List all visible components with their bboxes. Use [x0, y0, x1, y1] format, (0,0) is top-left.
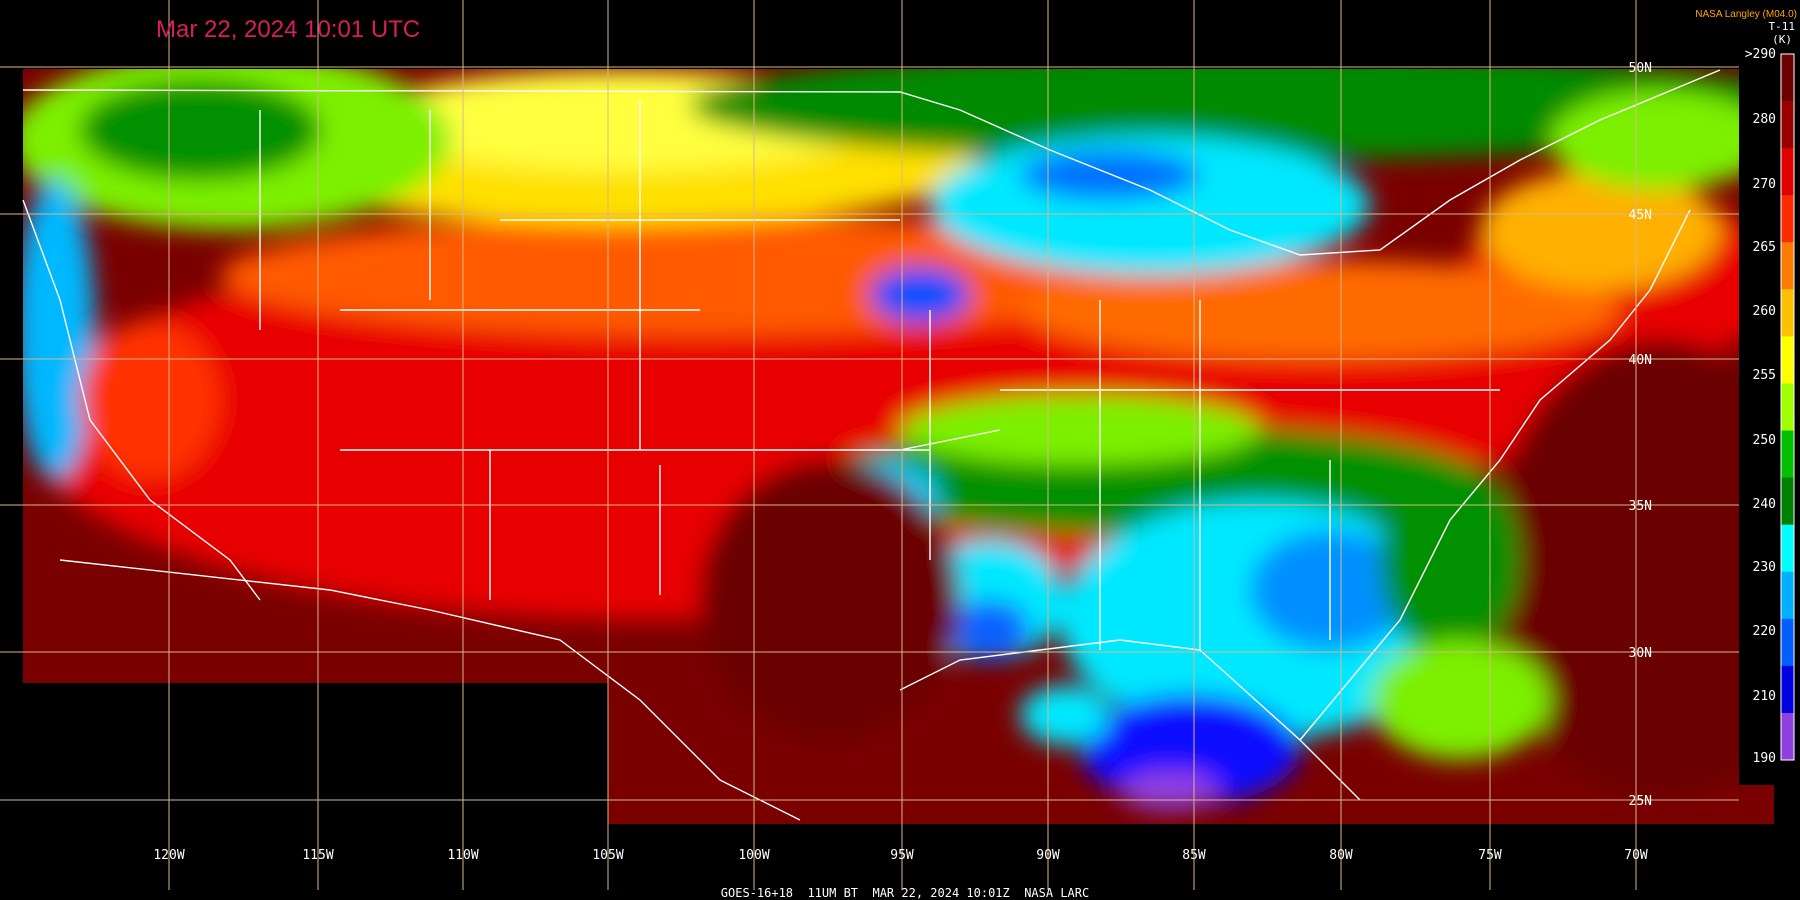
colorbar-label: 270 [1753, 177, 1776, 192]
colorbar-swatch [1781, 477, 1794, 526]
latitude-label: 45N [1629, 208, 1652, 223]
colorbar-label: 260 [1753, 304, 1776, 319]
latitude-label: 25N [1629, 794, 1652, 809]
colorbar-swatch [1781, 524, 1794, 573]
longitude-label: 115W [302, 848, 333, 863]
colorbar-label: 240 [1753, 497, 1776, 512]
colorbar-label: 280 [1753, 112, 1776, 127]
colorbar-swatch [1781, 336, 1794, 384]
product: T-11 [1769, 20, 1796, 33]
colorbar-swatch [1781, 430, 1794, 479]
colorbar-frame [1780, 53, 1795, 761]
longitude-label: 95W [890, 848, 914, 863]
longitude-label: 80W [1329, 848, 1353, 863]
colorbar-swatch [1781, 242, 1794, 290]
colorbar-label: 210 [1753, 689, 1776, 704]
colorbar-label: 250 [1753, 433, 1776, 448]
colorbar-swatch [1781, 383, 1794, 432]
colorbar-swatch [1781, 54, 1794, 102]
colorbar-swatch [1781, 712, 1794, 761]
longitude-label: 120W [153, 848, 184, 863]
graticule: 120W 115W 110W 105W 100W 95W 90W 85W 80W 75W 70W 50… [0, 0, 1739, 890]
colorbar-swatch [1781, 101, 1794, 149]
borders [22, 69, 1721, 821]
longitude-label: 90W [1036, 848, 1060, 863]
longitude-label: 105W [592, 848, 623, 863]
colorbar-swatch [1781, 618, 1794, 667]
colorbar-swatch [1781, 195, 1794, 243]
title: Mar 22, 2024 10:01 UTC [156, 16, 420, 43]
footer: GOES-16+18 11UM BT MAR 22, 2024 10:01Z N… [721, 886, 1089, 900]
latitude-label: 50N [1629, 61, 1652, 76]
latitude-label: 35N [1629, 499, 1652, 514]
longitude-label: 85W [1182, 848, 1206, 863]
latitude-label: 30N [1629, 646, 1652, 661]
colorbar-label: 230 [1753, 560, 1776, 575]
credit: NASA Langley (M04.0) [1695, 9, 1797, 20]
colorbar-swatch [1781, 289, 1794, 337]
colorbar-swatch [1781, 148, 1794, 196]
latitude-label: 40N [1629, 353, 1652, 368]
longitude-label: 75W [1478, 848, 1502, 863]
longitude-label: 110W [447, 848, 478, 863]
colorbar-swatch [1781, 571, 1794, 620]
colorbar-label: 190 [1753, 751, 1776, 766]
colorbar-swatch [1781, 665, 1794, 714]
colorbar-label: 255 [1753, 368, 1776, 383]
colorbar-label: >290 [1745, 47, 1776, 62]
colorbar-label: 265 [1753, 240, 1776, 255]
colorbar: >290 280 270 265 260 255 250 240 230 220 210 190 [1745, 47, 1795, 766]
longitude-label: 70W [1624, 848, 1648, 863]
colorbar-label: 220 [1753, 624, 1776, 639]
longitude-label: 100W [738, 848, 769, 863]
unit: (K) [1772, 33, 1792, 46]
